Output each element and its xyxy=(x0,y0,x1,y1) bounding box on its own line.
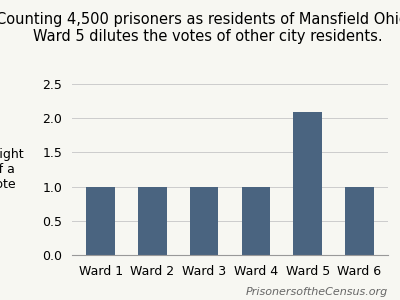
Text: Weight
of a
vote: Weight of a vote xyxy=(0,148,24,191)
Text: PrisonersoftheCensus.org: PrisonersoftheCensus.org xyxy=(246,287,388,297)
Bar xyxy=(294,112,322,255)
Bar xyxy=(138,187,166,255)
Text: Counting 4,500 prisoners as residents of Mansfield Ohio’s
Ward 5 dilutes the vot: Counting 4,500 prisoners as residents of… xyxy=(0,12,400,44)
Bar xyxy=(190,187,218,255)
Bar xyxy=(242,187,270,255)
Bar xyxy=(86,187,115,255)
Bar xyxy=(345,187,374,255)
